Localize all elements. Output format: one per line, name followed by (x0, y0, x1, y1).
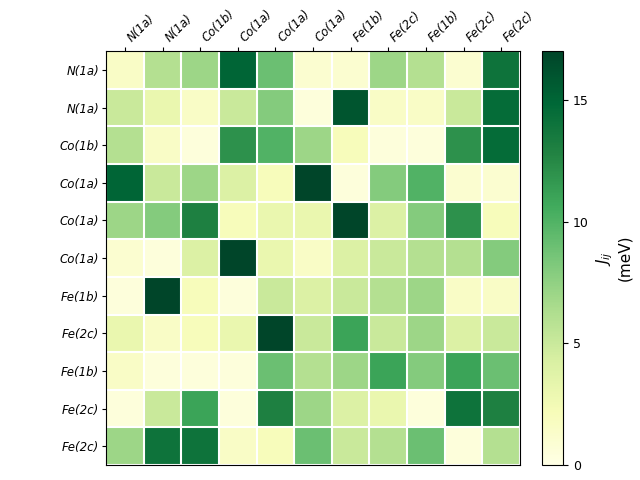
Y-axis label: $J_{ij}$
(meV): $J_{ij}$ (meV) (595, 235, 632, 281)
